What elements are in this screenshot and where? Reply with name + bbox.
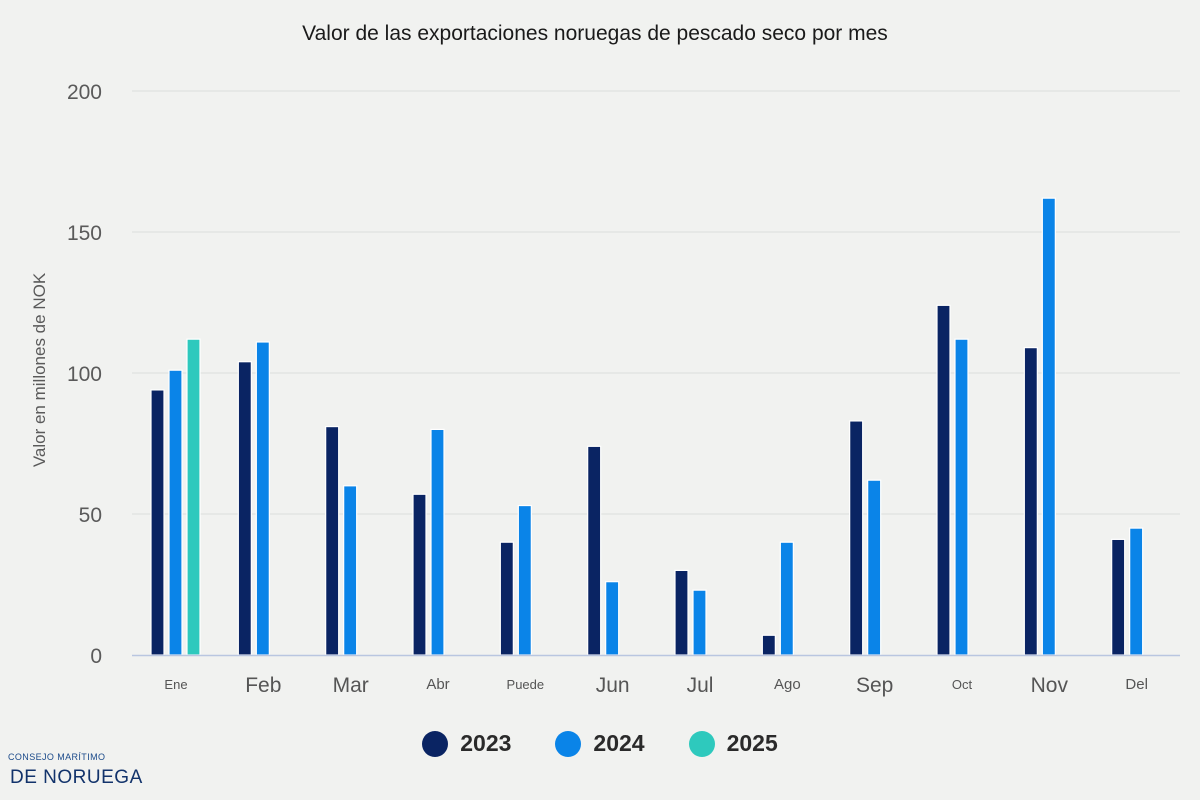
- x-tick-label: Puede: [507, 677, 545, 692]
- y-tick-label: 50: [79, 504, 102, 527]
- bar-2023-ene[interactable]: [150, 389, 165, 656]
- bar-2024-ago[interactable]: [779, 541, 794, 656]
- bar-2023-feb[interactable]: [237, 361, 252, 656]
- legend-item-2023[interactable]: 2023: [422, 730, 511, 757]
- bar-2023-jun[interactable]: [587, 445, 602, 656]
- bar-2024-ene[interactable]: [168, 369, 183, 656]
- legend-item-2025[interactable]: 2025: [688, 730, 778, 757]
- x-tick-label: Oct: [952, 677, 973, 692]
- x-tick-label: Ago: [774, 676, 801, 693]
- y-tick-label: 150: [67, 222, 102, 245]
- bar-2023-mar[interactable]: [325, 425, 340, 656]
- bar-2024-puede[interactable]: [517, 504, 532, 656]
- bar-2023-jul[interactable]: [674, 569, 689, 656]
- bar-chart: 0 50 100 150 200 Valor en millones de NOK En…: [30, 81, 1180, 697]
- bar-2024-jun[interactable]: [605, 581, 620, 656]
- x-tick-label: Ene: [164, 677, 187, 692]
- y-tick-label: 200: [67, 81, 102, 104]
- bar-2024-del[interactable]: [1129, 527, 1144, 656]
- legend-label: 2024: [593, 730, 645, 756]
- bar-2023-del[interactable]: [1111, 538, 1126, 656]
- legend-item-2024[interactable]: 2024: [555, 730, 645, 757]
- bar-2024-mar[interactable]: [343, 485, 358, 656]
- bar-2024-sep[interactable]: [867, 479, 882, 656]
- y-axis-label: Valor en millones de NOK: [30, 272, 49, 467]
- bar-2023-puede[interactable]: [499, 541, 514, 656]
- bar-2023-nov[interactable]: [1023, 347, 1038, 656]
- x-tick-label: Del: [1125, 676, 1148, 693]
- gridlines: [132, 90, 1180, 515]
- x-tick-label: Abr: [426, 676, 449, 693]
- y-tick-label: 100: [67, 363, 102, 386]
- legend: 2023 2024 2025: [0, 730, 1200, 757]
- bar-2023-sep[interactable]: [849, 420, 864, 656]
- bar-2024-abr[interactable]: [430, 428, 445, 656]
- legend-swatch: [422, 730, 449, 757]
- x-tick-label: Nov: [1031, 674, 1069, 697]
- legend-swatch: [688, 730, 715, 757]
- bar-2023-ago[interactable]: [761, 634, 776, 656]
- brand-line-2: DE NORUEGA: [10, 767, 143, 788]
- x-tick-label: Feb: [245, 674, 281, 697]
- x-tick-label: Jul: [687, 674, 714, 697]
- y-tick-label: 0: [90, 645, 102, 668]
- chart-title: Valor de las exportaciones noruegas de p…: [302, 22, 888, 45]
- bar-2025-ene[interactable]: [186, 338, 201, 656]
- x-tick-label: Mar: [333, 674, 369, 697]
- bar-2023-abr[interactable]: [412, 493, 427, 656]
- legend-label: 2023: [460, 730, 512, 756]
- bar-2024-feb[interactable]: [255, 341, 270, 656]
- bar-2024-oct[interactable]: [954, 338, 969, 656]
- y-axis-ticks: 0 50 100 150 200: [67, 81, 102, 668]
- brand-logo: CONSEJO MARÍTIMO DE NORUEGA: [8, 752, 143, 789]
- bars: [150, 197, 1144, 656]
- bar-2024-nov[interactable]: [1041, 197, 1056, 656]
- bar-2023-oct[interactable]: [936, 304, 951, 656]
- bar-2024-jul[interactable]: [692, 589, 707, 656]
- x-tick-label: Jun: [596, 674, 630, 697]
- legend-swatch: [555, 730, 582, 757]
- x-axis-ticks: Ene Feb Mar Abr Puede Jun Jul Ago Sep Oct Nov Del: [164, 674, 1147, 697]
- legend-label: 2025: [726, 730, 778, 756]
- x-tick-label: Sep: [856, 674, 893, 697]
- brand-line-1: CONSEJO MARÍTIMO: [8, 752, 106, 762]
